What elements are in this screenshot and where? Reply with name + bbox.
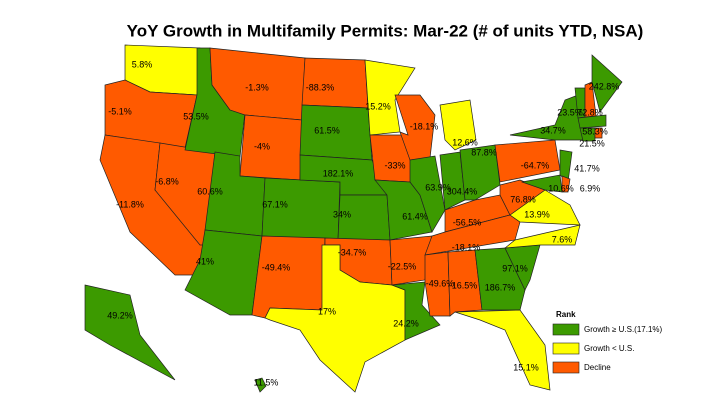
state-label: 76.8% (510, 194, 536, 204)
state (591, 54, 623, 113)
state-label: 186.7% (485, 282, 516, 292)
state-label: 10.6% (548, 183, 574, 193)
state-label: 61.4% (402, 211, 428, 221)
state-label: -18.1% (410, 121, 439, 131)
state-label: -49.6% (426, 278, 455, 288)
state (364, 59, 416, 136)
legend-swatch (552, 361, 580, 374)
state-label: -4% (254, 141, 270, 151)
state-label: 21.5% (579, 138, 605, 148)
state-label: 49.2% (107, 310, 133, 320)
state-label: 7.6% (552, 234, 573, 244)
state (424, 251, 451, 317)
state (579, 127, 596, 142)
state-label: 58.3% (582, 126, 608, 136)
state-label: -1.3% (245, 82, 269, 92)
state-label: 87.8% (471, 147, 497, 157)
state-labels: 5.8% -5.1% -11.8% -6.8% 53.5% -1.3% -4% 60.6% 67… (107, 59, 619, 387)
state-label: 12.6% (452, 137, 478, 147)
state-label: -22.5% (388, 261, 417, 271)
state (503, 224, 581, 249)
state-label: 6.9% (580, 183, 601, 193)
state-label: 15.1% (513, 362, 539, 372)
legend: Rank Growth ≥ U.S.(17.1%) Growth < U.S. De… (552, 310, 663, 374)
state (447, 249, 483, 317)
state-label: 17% (318, 306, 336, 316)
state (577, 114, 607, 129)
state (84, 284, 176, 381)
state-label: 60.6% (197, 186, 223, 196)
state-label: -6.8% (155, 176, 179, 186)
state (409, 155, 446, 233)
state-label: 13.9% (524, 209, 550, 219)
state-label: 5.8% (132, 59, 153, 69)
state (594, 127, 603, 139)
state-label: 182.1% (323, 168, 354, 178)
legend-swatch (552, 323, 580, 336)
state-label: -18.1% (452, 242, 481, 252)
state-label: 34.7% (540, 125, 566, 135)
state-label: -64.7% (521, 160, 550, 170)
state (251, 235, 326, 319)
legend-title: Rank (556, 310, 576, 319)
state-label: -56.5% (453, 217, 482, 227)
state (454, 309, 551, 391)
state-label: 97.1% (502, 263, 528, 273)
legend-swatch (552, 342, 580, 355)
state (499, 179, 546, 216)
state-label: 11.5% (254, 377, 279, 387)
state (459, 144, 501, 201)
state (239, 114, 303, 181)
state-label: -11.8% (116, 199, 144, 209)
state-label: -33% (384, 160, 405, 170)
state-label: -16.5% (449, 280, 478, 290)
state-label: -5.1% (108, 106, 132, 116)
state-label: 72.8% (577, 107, 603, 117)
state-label: 53.5% (183, 111, 209, 121)
state-label: 15.2% (365, 101, 391, 111)
state-label: 41.7% (574, 163, 600, 173)
state-label: 23.5% (557, 107, 583, 117)
state-label: -49.4% (262, 262, 291, 272)
states (84, 44, 623, 393)
state-label: -34.7% (338, 247, 367, 257)
state (264, 244, 406, 393)
legend-label: Growth < U.S. (584, 344, 634, 353)
state (254, 377, 267, 393)
state (561, 175, 571, 193)
state-label: 41% (196, 256, 214, 266)
legend-label: Decline (584, 363, 611, 372)
state (474, 247, 526, 311)
state-label: -88.3% (306, 82, 335, 92)
map-title: YoY Growth in Multifamily Permits: Mar-2… (127, 21, 644, 40)
state-label: 304.4% (447, 186, 478, 196)
state-label: 61.5% (314, 125, 340, 135)
state (439, 99, 477, 151)
state-label: 67.1% (262, 199, 288, 209)
state-label: 242.8% (589, 81, 620, 91)
legend-label: Growth ≥ U.S.(17.1%) (584, 325, 663, 334)
state-label: 34% (333, 209, 351, 219)
state-label: 63.9% (425, 182, 451, 192)
state-label: 24.2% (393, 318, 419, 328)
